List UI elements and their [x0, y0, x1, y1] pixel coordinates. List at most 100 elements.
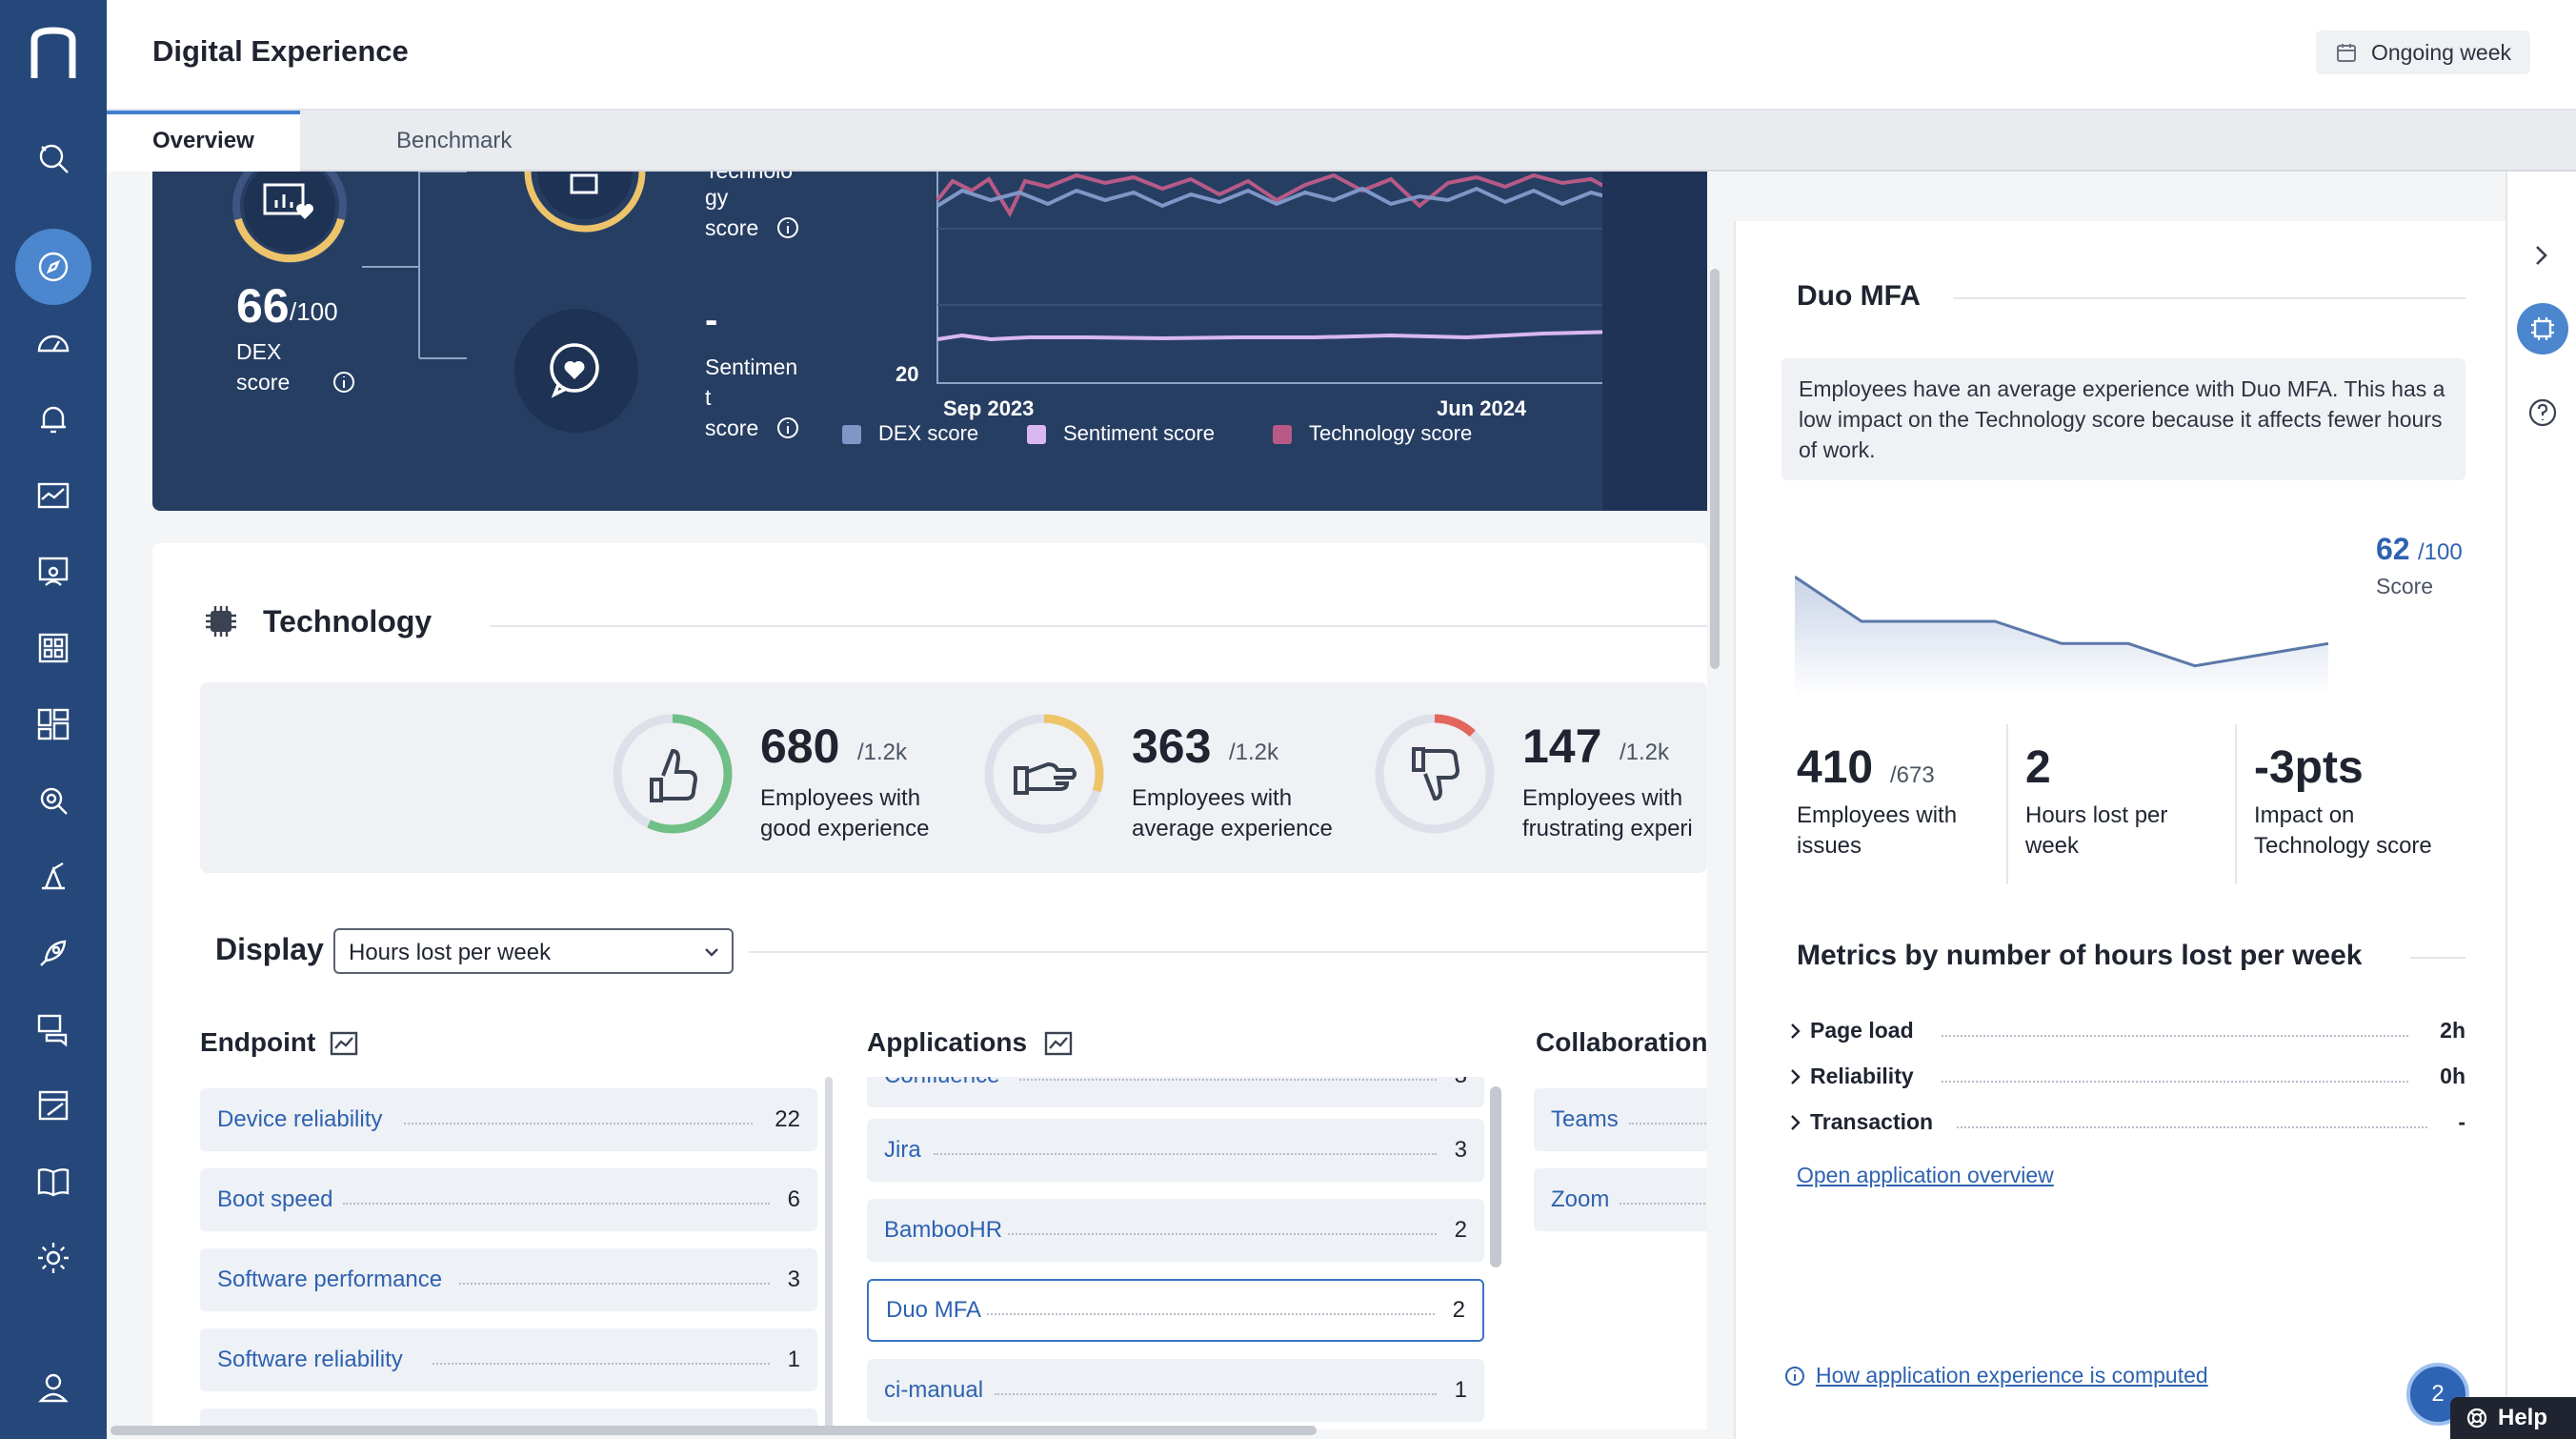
legend-sentiment[interactable]: Sentiment score: [1063, 421, 1215, 445]
dotted-leader: [343, 1203, 770, 1205]
application-row-value: 2: [1454, 1217, 1467, 1243]
dark-card-side-panel: [1602, 172, 1707, 511]
list-item[interactable]: Device reliability 22: [200, 1088, 817, 1151]
dex-overview-card: 66 /100 DEX score Technolo gy score - Se…: [152, 172, 1707, 511]
application-row-value: 3: [1454, 1137, 1467, 1163]
dotted-leader: [1942, 1035, 2408, 1037]
grid-report-icon[interactable]: [27, 621, 80, 675]
list-item[interactable]: Confluence 3: [867, 1077, 1484, 1107]
stat-employees-suffix: /673: [1890, 762, 1935, 788]
technology-section-title: Technology: [263, 604, 433, 638]
legend-dex[interactable]: DEX score: [878, 421, 979, 445]
info-icon: [1785, 1367, 1804, 1386]
help-question-icon[interactable]: [2526, 396, 2559, 429]
search-icon[interactable]: [27, 132, 80, 185]
bell-icon[interactable]: [27, 393, 80, 446]
chart-toggle-icon[interactable]: [330, 1031, 358, 1056]
dex-score-max: /100: [290, 297, 338, 326]
application-row-label: Duo MFA: [886, 1297, 982, 1323]
dotted-leader: [1019, 1079, 1437, 1081]
thumbs-up-icon: [650, 748, 698, 802]
score-trend-chart: [936, 172, 1686, 384]
user-profile-icon[interactable]: [27, 1361, 80, 1414]
metric-label: Transaction: [1810, 1109, 1934, 1134]
application-row-value: 3: [1455, 1077, 1467, 1089]
dotted-leader: [1620, 1203, 1707, 1205]
remote-action-icon[interactable]: [27, 850, 80, 903]
info-icon[interactable]: [332, 370, 356, 395]
metric-label: Page load: [1810, 1018, 1914, 1043]
list-item[interactable]: Boot speed 6: [200, 1168, 817, 1231]
list-item[interactable]: ci-manual 1: [867, 1359, 1484, 1422]
application-row-value: 2: [1452, 1297, 1465, 1323]
rocket-icon[interactable]: [27, 926, 80, 980]
dex-score-value: 66: [236, 279, 290, 333]
technology-score-label: Technolo: [705, 172, 793, 184]
chart-panel-icon[interactable]: [27, 469, 80, 522]
week-selector-button[interactable]: Ongoing week: [2315, 30, 2530, 74]
metric-value: 2h: [2440, 1018, 2465, 1043]
nexthink-logo[interactable]: [29, 27, 78, 80]
collaboration-column-title: Collaboration: [1536, 1027, 1707, 1057]
average-experience-label: Employees with: [1132, 785, 1293, 811]
display-label: Display: [215, 932, 324, 966]
collaboration-row-label: Zoom: [1551, 1186, 1610, 1212]
calendar-icon: [2336, 44, 2356, 62]
chat-heart-icon: [550, 343, 599, 398]
open-application-overview-link[interactable]: Open application overview: [1797, 1163, 2054, 1187]
good-experience-label: good experience: [760, 816, 930, 841]
display-select[interactable]: Hours lost per week: [333, 928, 734, 974]
dotted-leader: [1629, 1123, 1707, 1125]
collaboration-row-label: Teams: [1551, 1106, 1619, 1132]
help-button[interactable]: Help: [2450, 1397, 2576, 1439]
chevron-right-icon[interactable]: [2530, 242, 2553, 269]
display-divider: [749, 951, 1707, 953]
page-header: Digital Experience Ongoing week: [107, 0, 2576, 111]
detail-score-label: Score: [2376, 574, 2434, 598]
good-experience-label: Employees with: [760, 785, 921, 811]
tab-overview[interactable]: Overview: [107, 111, 300, 172]
legend-technology[interactable]: Technology score: [1309, 421, 1473, 445]
endpoint-row-label: Boot speed: [217, 1186, 333, 1212]
dashboard-gauge-icon[interactable]: [27, 316, 80, 370]
chat-icon[interactable]: [27, 1003, 80, 1056]
info-icon[interactable]: [775, 215, 800, 240]
stat-hours-value: 2: [2025, 742, 2051, 793]
applications-scrollbar[interactable]: [1490, 1086, 1501, 1267]
compass-icon[interactable]: [15, 229, 91, 305]
frustrating-experience-label: frustrating experi: [1522, 816, 1693, 841]
user-analytics-icon[interactable]: [27, 545, 80, 598]
dex-score-label: DEX: [236, 339, 282, 364]
main-vertical-scrollbar[interactable]: [1710, 269, 1720, 669]
legend-swatch-technology: [1273, 425, 1292, 444]
tab-benchmark[interactable]: Benchmark: [396, 128, 513, 153]
endpoint-row-value: 3: [787, 1267, 800, 1292]
technology-chip-button[interactable]: [2517, 303, 2568, 355]
gear-icon[interactable]: [27, 1231, 80, 1285]
sidebar: [0, 0, 107, 1439]
metric-row-reliability[interactable]: Reliability 0h: [1789, 1062, 2465, 1094]
main-horizontal-scrollbar[interactable]: [111, 1426, 1317, 1435]
list-item-selected[interactable]: Duo MFA 2: [867, 1279, 1484, 1342]
list-item[interactable]: Zoom: [1534, 1168, 1707, 1231]
applications-column-title: Applications: [867, 1027, 1028, 1057]
endpoint-scrollbar[interactable]: [825, 1077, 833, 1429]
list-item[interactable]: BambooHR 2: [867, 1199, 1484, 1262]
list-item[interactable]: Teams: [1534, 1088, 1707, 1151]
metric-row-page-load[interactable]: Page load 2h: [1789, 1016, 2465, 1048]
chart-toggle-icon[interactable]: [1044, 1031, 1073, 1056]
edit-panel-icon[interactable]: [27, 1079, 80, 1132]
list-item[interactable]: Software performance 3: [200, 1248, 817, 1311]
layout-icon[interactable]: [27, 698, 80, 751]
stat-employees-label: issues: [1797, 833, 1862, 859]
list-item[interactable]: Jira 3: [867, 1119, 1484, 1182]
application-row-value: 1: [1454, 1377, 1467, 1403]
list-item[interactable]: Software reliability 1: [200, 1328, 817, 1391]
metric-row-transaction[interactable]: Transaction -: [1789, 1107, 2465, 1140]
list-item[interactable]: [200, 1409, 817, 1429]
good-experience-ring: [613, 714, 733, 834]
how-computed-link[interactable]: How application experience is computed: [1816, 1363, 2208, 1388]
info-icon[interactable]: [775, 415, 800, 440]
investigation-icon[interactable]: [27, 774, 80, 827]
book-icon[interactable]: [27, 1155, 80, 1208]
